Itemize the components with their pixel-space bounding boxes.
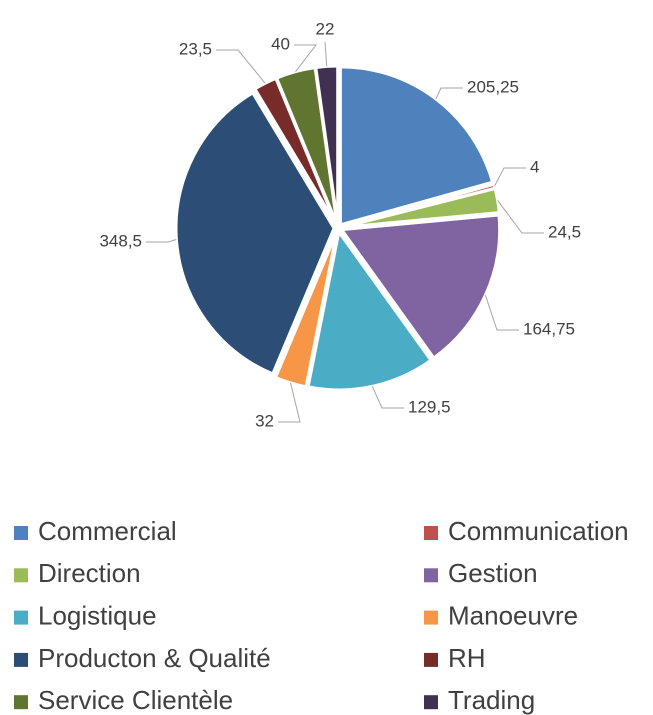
data-label: 40: [271, 34, 290, 53]
pie-slice: [306, 228, 434, 392]
legend-swatch: [14, 695, 28, 710]
legend-label: Logistique: [38, 600, 157, 630]
leader-line: [371, 386, 404, 409]
leader-line: [146, 239, 177, 243]
legend-swatch: [424, 652, 438, 667]
legend-swatch: [14, 652, 28, 667]
legend-swatch: [424, 526, 438, 540]
leader-line: [294, 44, 318, 72]
data-label: 164,75: [523, 319, 575, 338]
leader-line: [216, 49, 266, 84]
data-label: 23,5: [179, 39, 212, 58]
data-label: 32: [255, 411, 274, 430]
pie-slice: [338, 65, 495, 227]
legend-swatch: [424, 695, 438, 710]
pie-slice: [314, 64, 340, 225]
legend-swatch: [424, 568, 438, 583]
legend-label: Service Clientèle: [38, 685, 233, 715]
leader-line: [484, 295, 519, 331]
data-label: 205,25: [467, 77, 519, 96]
leader-line: [494, 167, 526, 187]
data-label: 22: [316, 19, 335, 38]
legend-swatch: [14, 610, 28, 625]
leader-line: [278, 382, 301, 423]
legend-swatch: [424, 610, 438, 625]
pie-slice: [174, 90, 336, 376]
legend-swatch: [14, 526, 28, 540]
leader-line: [324, 41, 328, 67]
legend-label: RH: [448, 643, 486, 673]
data-label: 4: [530, 157, 539, 176]
leader-line: [435, 87, 463, 100]
pie-slice: [273, 231, 339, 389]
leader-line: [497, 200, 544, 234]
legend-label: Communication: [448, 516, 629, 546]
legend-swatch: [14, 568, 28, 583]
data-label: 24,5: [548, 222, 581, 241]
legend-label: Manoeuvre: [448, 600, 578, 630]
legend-label: Gestion: [448, 558, 538, 588]
legend-label: Producton & Qualité: [38, 643, 271, 673]
legend-label: Direction: [38, 558, 141, 588]
legend-label: Commercial: [38, 516, 177, 546]
data-label: 129,5: [408, 397, 451, 416]
data-label: 348,5: [99, 231, 142, 250]
legend-label: Trading: [448, 685, 535, 715]
